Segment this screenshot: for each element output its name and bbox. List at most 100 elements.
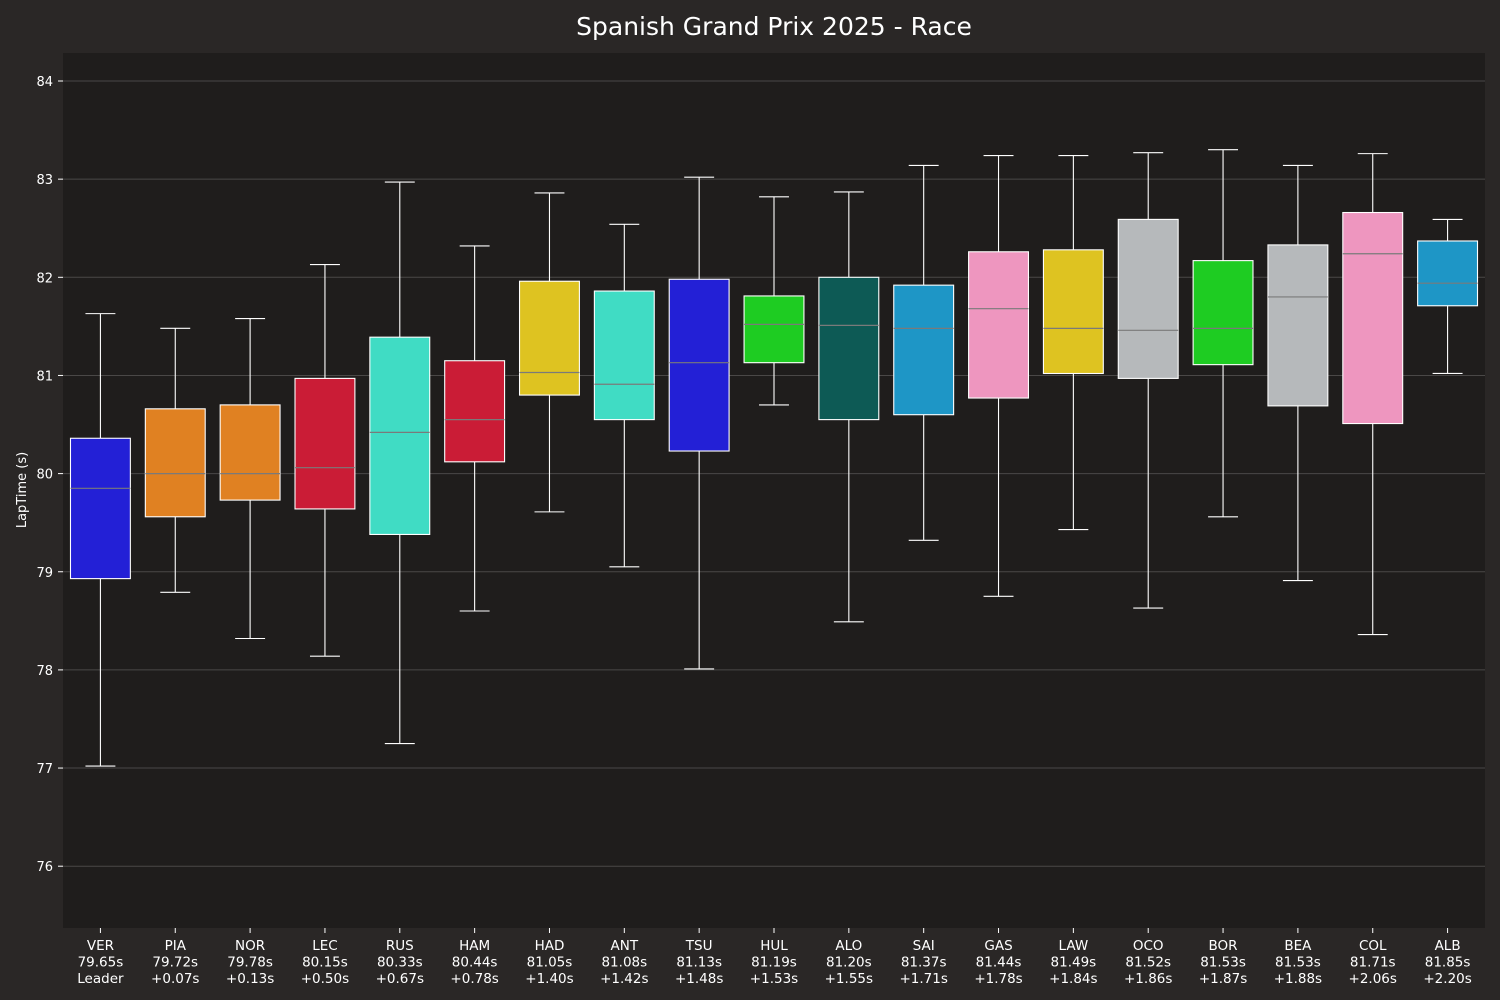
- box-ant: [593, 223, 655, 568]
- gap-to-leader: +1.53s: [750, 971, 798, 987]
- x-tick-label: RUS 80.33s +0.67s: [376, 938, 424, 987]
- x-tick-label: PIA 79.72s +0.07s: [151, 938, 199, 987]
- y-tick-label: 82: [36, 271, 53, 286]
- lap-time: 79.65s: [78, 955, 124, 971]
- x-tick-label: ANT 81.08s +1.42s: [600, 938, 648, 987]
- lap-time: 81.71s: [1350, 955, 1396, 971]
- x-tick-label: BEA 81.53s +1.88s: [1274, 938, 1322, 987]
- driver-code: SAI: [913, 938, 935, 954]
- box-iqr: [1417, 240, 1479, 307]
- y-tick-label: 81: [36, 369, 53, 384]
- box-iqr: [1342, 211, 1404, 425]
- x-tick-label: HAM 80.44s +0.78s: [450, 938, 498, 987]
- driver-code: HUL: [760, 938, 788, 954]
- gap-to-leader: +0.67s: [376, 971, 424, 987]
- gap-to-leader: +1.84s: [1049, 971, 1097, 987]
- lap-time: 81.08s: [601, 955, 647, 971]
- y-tick-label: 83: [36, 173, 53, 188]
- lap-time: 79.72s: [152, 955, 198, 971]
- box-rus: [369, 181, 431, 745]
- box-col: [1342, 153, 1404, 636]
- box-bor: [1192, 149, 1254, 518]
- x-tick-label: BOR 81.53s +1.87s: [1199, 938, 1247, 987]
- driver-code: VER: [87, 938, 114, 954]
- box-iqr: [219, 404, 281, 501]
- lap-time: 80.33s: [377, 955, 423, 971]
- gap-to-leader: +0.13s: [226, 971, 274, 987]
- chart-title: Spanish Grand Prix 2025 - Race: [576, 12, 972, 41]
- box-law: [1042, 155, 1104, 531]
- box-iqr: [968, 251, 1030, 399]
- box-alb: [1417, 218, 1479, 375]
- gap-to-leader: +1.48s: [675, 971, 723, 987]
- y-tick-label: 79: [36, 566, 53, 581]
- driver-code: HAM: [459, 938, 490, 954]
- y-tick-label: 77: [36, 762, 53, 777]
- box-plots: [69, 149, 1479, 767]
- driver-code: RUS: [386, 938, 414, 954]
- box-iqr: [818, 276, 880, 421]
- y-tick-label: 80: [36, 468, 53, 483]
- gap-to-leader: +1.55s: [825, 971, 873, 987]
- lap-time: 80.15s: [302, 955, 348, 971]
- x-tick-label: VER 79.65s Leader: [77, 938, 124, 987]
- x-tick-label: HAD 81.05s +1.40s: [525, 938, 573, 987]
- box-iqr: [1267, 244, 1329, 407]
- x-tick-label: ALB 81.85s +2.20s: [1423, 938, 1471, 987]
- lap-time: 81.53s: [1275, 955, 1321, 971]
- driver-code: LAW: [1059, 938, 1089, 954]
- box-bea: [1267, 164, 1329, 582]
- box-iqr: [593, 290, 655, 421]
- gap-to-leader: +1.78s: [974, 971, 1022, 987]
- lap-time: 81.85s: [1425, 955, 1471, 971]
- box-tsu: [668, 176, 730, 670]
- box-sai: [893, 164, 955, 541]
- y-axis: 76 77 78 79 80 81 82 83 84: [36, 75, 63, 875]
- lap-time: 81.13s: [676, 955, 722, 971]
- gap-to-leader: +1.71s: [899, 971, 947, 987]
- lap-time: 81.49s: [1051, 955, 1097, 971]
- y-tick-label: 78: [36, 664, 53, 679]
- driver-code: OCO: [1133, 938, 1164, 954]
- box-iqr: [369, 336, 431, 536]
- box-iqr: [518, 280, 580, 396]
- box-iqr: [69, 437, 131, 580]
- box-lec: [294, 263, 356, 657]
- box-iqr: [1117, 218, 1179, 379]
- y-axis-label: LapTime (s): [15, 452, 30, 528]
- lap-time: 81.05s: [527, 955, 573, 971]
- box-iqr: [1042, 249, 1104, 375]
- driver-code: TSU: [685, 938, 713, 954]
- driver-code: BOR: [1209, 938, 1238, 954]
- box-ver: [69, 313, 131, 767]
- gap-to-leader: +1.87s: [1199, 971, 1247, 987]
- box-iqr: [893, 284, 955, 416]
- x-tick-label: NOR 79.78s +0.13s: [226, 938, 274, 987]
- gap-to-leader: Leader: [77, 971, 124, 987]
- gap-to-leader: +1.88s: [1274, 971, 1322, 987]
- driver-code: HAD: [535, 938, 565, 954]
- x-tick-label: COL 81.71s +2.06s: [1349, 938, 1397, 987]
- box-oco: [1117, 152, 1179, 609]
- driver-code: ALB: [1435, 938, 1461, 954]
- driver-code: NOR: [235, 938, 265, 954]
- gap-to-leader: +0.07s: [151, 971, 199, 987]
- gap-to-leader: +1.42s: [600, 971, 648, 987]
- gap-to-leader: +1.40s: [525, 971, 573, 987]
- driver-code: COL: [1359, 938, 1387, 954]
- lap-time: 79.78s: [227, 955, 273, 971]
- x-tick-label: OCO 81.52s +1.86s: [1124, 938, 1172, 987]
- box-pia: [144, 327, 206, 593]
- gap-to-leader: +1.86s: [1124, 971, 1172, 987]
- driver-code: PIA: [165, 938, 187, 954]
- box-gas: [968, 155, 1030, 597]
- gap-to-leader: +0.78s: [450, 971, 498, 987]
- box-ham: [444, 245, 506, 612]
- lap-time: 81.52s: [1125, 955, 1171, 971]
- box-alo: [818, 191, 880, 623]
- driver-code: LEC: [312, 938, 337, 954]
- x-tick-label: LAW 81.49s +1.84s: [1049, 938, 1097, 987]
- gap-to-leader: +2.20s: [1423, 971, 1471, 987]
